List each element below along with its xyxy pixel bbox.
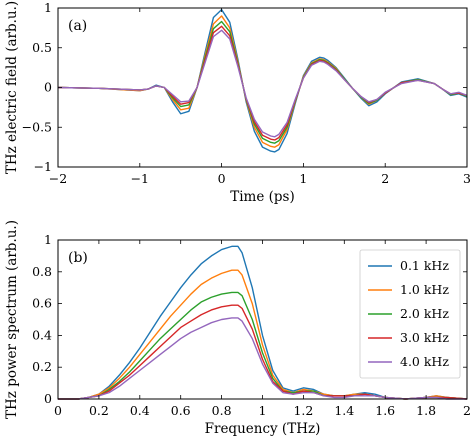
panel-a-label: (a) <box>68 18 87 34</box>
panel-a-x-tick-label: 3 <box>463 171 471 186</box>
panel-b-series-4-line <box>58 317 467 400</box>
panel-a-y-axis-label: THz electric field (arb.u.) <box>4 1 20 174</box>
panel-b-y-tick-label: 0.2 <box>32 359 52 374</box>
panel-a-x-tick-label: 1 <box>299 171 307 186</box>
panel-b-x-tick-label: 0 <box>54 403 62 418</box>
panel-a-plot-frame <box>57 7 468 168</box>
panel-a-series-layer <box>57 8 468 153</box>
panel-b-x-tick-label: 0.6 <box>171 403 191 418</box>
panel-a-x-tick-label: 0 <box>218 171 226 186</box>
panel-a-series-4-line <box>57 29 468 138</box>
panel-b-x-tick-label: 1 <box>259 403 267 418</box>
panel-b-y-tick-label: 0 <box>44 391 52 406</box>
panel-a-y-tick-label: −0.5 <box>22 119 52 134</box>
panel-a-x-tick-label: −2 <box>49 171 67 186</box>
panel-b-x-tick-label: 1.8 <box>416 403 436 418</box>
panel-a-y-tick-label: 0.5 <box>32 40 52 55</box>
panel-b-x-tick-label: 2 <box>463 403 471 418</box>
panel-b-ticks: 0 0.2 0.4 0.6 0.8 1 1.2 1.4 1.6 1.8 2 0 0.2 0.4 0.6 0.8… <box>32 232 471 418</box>
panel-a-y-tick-label: 0 <box>44 80 52 95</box>
panel-b-x-tick-label: 1.2 <box>293 403 313 418</box>
panel-b-label: (b) <box>68 250 88 266</box>
panel-b-legend-label: 3.0 kHz <box>400 330 449 345</box>
panel-b-legend-label: 4.0 kHz <box>400 354 449 369</box>
panel-b-x-tick-label: 1.6 <box>375 403 395 418</box>
panel-a-x-tick-label: 2 <box>381 171 389 186</box>
panel-b-x-tick-label: 0.2 <box>89 403 109 418</box>
panel-b-x-tick-label: 0.8 <box>212 403 232 418</box>
panel-b-y-tick-label: 0.4 <box>32 327 52 342</box>
panel-b-frequency-domain: 0 0.2 0.4 0.6 0.8 1 1.2 1.4 1.6 1.8 2 0 0.2 0.4 0.6 0.8… <box>4 220 471 437</box>
panel-b-series-layer <box>58 245 468 400</box>
panel-b-series-0-line <box>58 245 468 400</box>
panel-b-x-tick-label: 1.4 <box>334 403 354 418</box>
panel-b-y-tick-label: 0.6 <box>32 296 52 311</box>
panel-a-y-tick-label: −1 <box>34 159 52 174</box>
panel-b-legend-label: 1.0 kHz <box>400 282 449 297</box>
panel-b-y-axis-label: THz power spectrum (arb.u.) <box>4 220 20 419</box>
panel-b-legend: 0.1 kHz 1.0 kHz 2.0 kHz 3.0 kHz 4.0 kHz <box>359 249 461 379</box>
panel-a-x-tick-label: −1 <box>131 171 149 186</box>
panel-b-x-axis-label: Frequency (THz) <box>205 421 321 437</box>
panel-a-ticks: −2 −1 0 1 2 3−1−0.500.51 <box>22 0 471 186</box>
panel-b-y-tick-label: 1 <box>44 232 52 247</box>
panel-b-y-tick-label: 0.8 <box>32 264 52 279</box>
panel-a-time-domain: −2 −1 0 1 2 3−1−0.500.51 (a) Time (ps) THz el… <box>4 0 471 205</box>
panel-a-series-0-line <box>57 8 468 153</box>
panel-b-x-tick-label: 0.4 <box>130 403 150 418</box>
panel-b-legend-label: 0.1 kHz <box>400 258 449 273</box>
panel-a-x-axis-label: Time (ps) <box>230 189 295 205</box>
panel-b-legend-box <box>359 249 461 379</box>
panel-b-legend-label: 2.0 kHz <box>400 306 449 321</box>
panel-a-y-tick-label: 1 <box>44 0 52 15</box>
